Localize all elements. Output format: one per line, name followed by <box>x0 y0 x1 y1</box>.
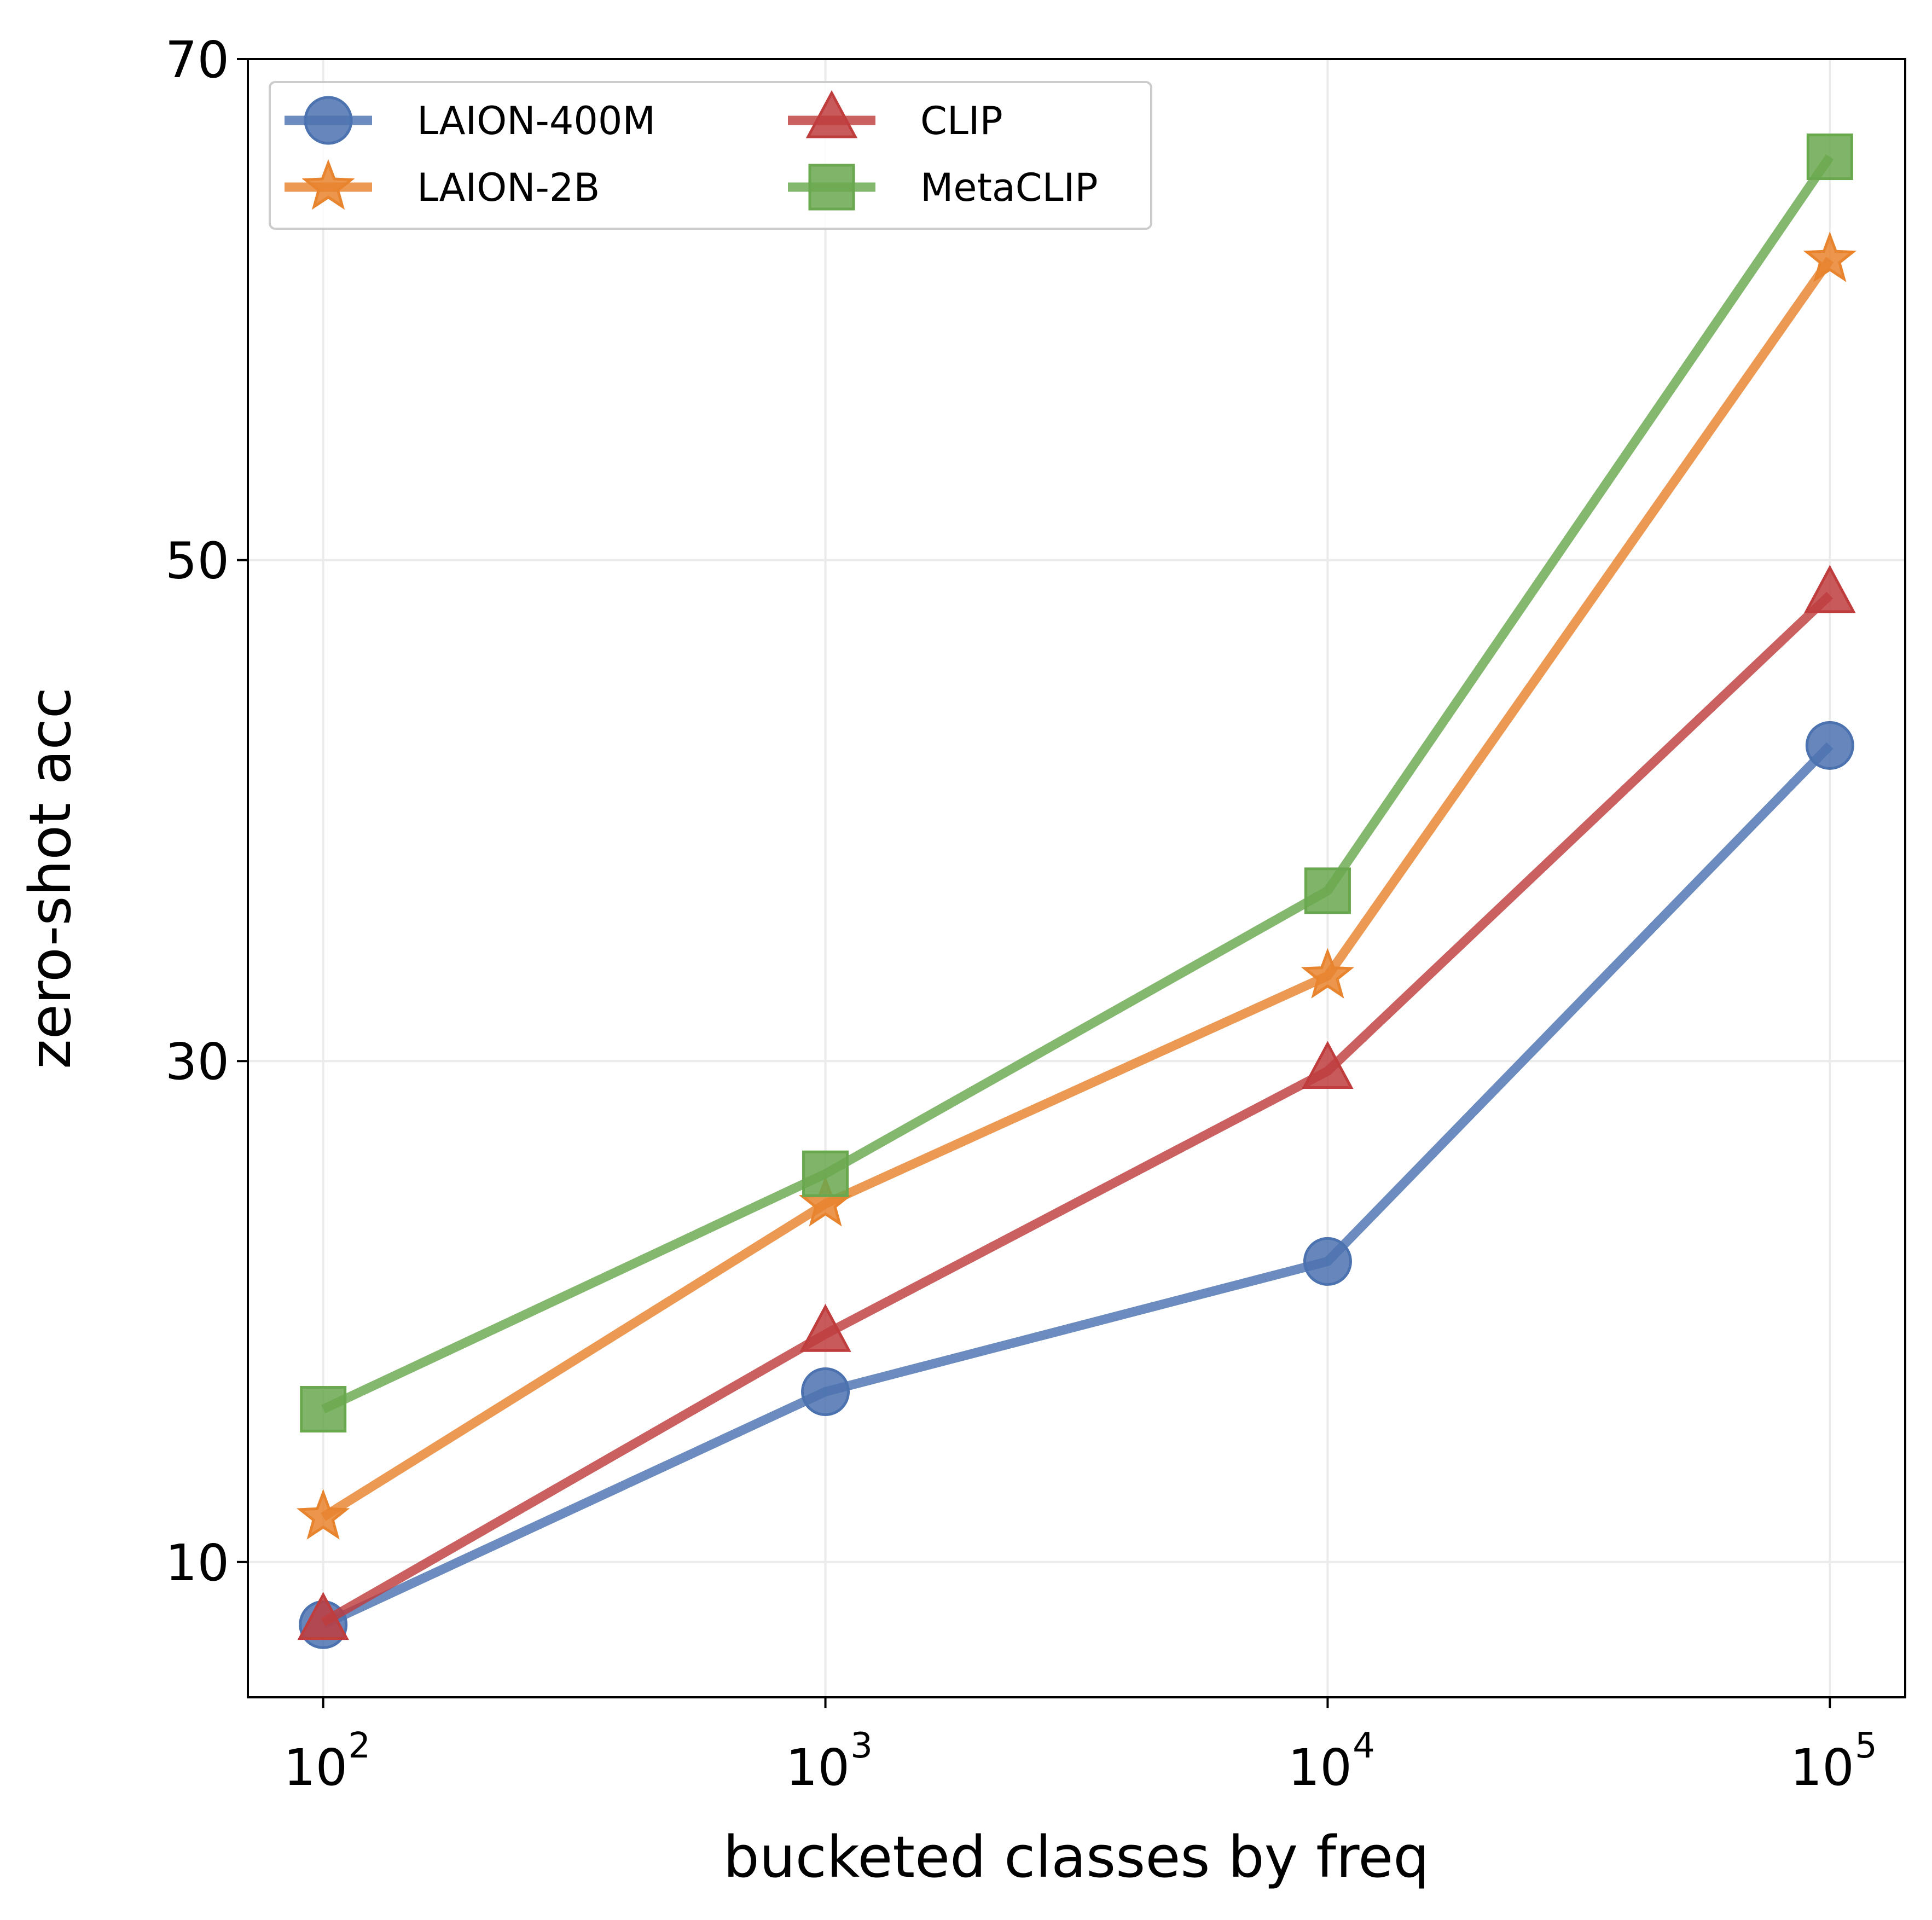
series-line-clip <box>321 591 1834 1627</box>
data-point-metaclip <box>300 1386 347 1433</box>
legend-label-laion-2b: LAION-2B <box>417 165 600 210</box>
x-tick-label: 10 <box>1790 1738 1854 1797</box>
x-tick-label: 10 <box>786 1738 850 1797</box>
data-point-clip <box>1804 565 1856 613</box>
series-laion-2b <box>297 231 1857 1540</box>
x-tick-exponent: 3 <box>850 1726 873 1766</box>
legend-box <box>269 81 1152 230</box>
data-point-laion-400m <box>1303 1237 1352 1286</box>
plot-frame <box>247 58 1906 1698</box>
series-metaclip <box>300 134 1853 1433</box>
y-tick-label: 30 <box>165 1032 229 1091</box>
data-point-metaclip <box>1304 867 1351 914</box>
legend-label-metaclip: MetaCLIP <box>920 165 1098 210</box>
y-tick-label: 10 <box>165 1534 229 1592</box>
y-tick-label: 50 <box>165 532 229 590</box>
data-point-laion-2b <box>1803 231 1857 282</box>
data-point-laion-2b <box>297 1489 350 1540</box>
data-point-laion-400m <box>801 1367 850 1416</box>
x-tick-label: 10 <box>283 1738 347 1797</box>
data-point-laion-400m <box>1805 721 1854 770</box>
grid-lines <box>248 58 1905 1697</box>
legend-marker-metaclip <box>808 164 855 211</box>
legend-label-clip: CLIP <box>920 98 1003 143</box>
x-tick-label: 10 <box>1288 1738 1352 1797</box>
data-point-clip <box>1302 1041 1354 1089</box>
legend-marker-clip <box>805 90 858 138</box>
series-clip <box>297 565 1856 1640</box>
legend-marker-laion-400m <box>304 96 353 145</box>
legend-label-laion-400m: LAION-400M <box>417 98 655 143</box>
x-tick-exponent: 2 <box>348 1726 370 1766</box>
series-laion-400m <box>299 721 1854 1649</box>
legend: LAION-400M LAION-2B CLIP MetaCLIP <box>269 81 1152 230</box>
y-tick-label: 70 <box>165 31 229 89</box>
x-tick-exponent: 5 <box>1855 1726 1877 1766</box>
data-point-metaclip <box>1806 134 1853 181</box>
data-point-clip <box>297 1592 349 1640</box>
y-axis-title: zero-shot acc <box>17 687 84 1069</box>
data-point-metaclip <box>802 1150 849 1197</box>
x-axis-title: bucketed classes by freq <box>723 1824 1430 1890</box>
series-line-metaclip <box>321 154 1834 1414</box>
x-tick-exponent: 4 <box>1353 1726 1375 1766</box>
series-line-laion-2b <box>321 257 1834 1521</box>
data-point-clip <box>799 1303 851 1352</box>
data-point-laion-2b <box>1301 948 1355 999</box>
series-line-laion-400m <box>321 742 1834 1629</box>
series-layer <box>297 134 1857 1649</box>
legend-marker-laion-2b <box>301 159 355 210</box>
